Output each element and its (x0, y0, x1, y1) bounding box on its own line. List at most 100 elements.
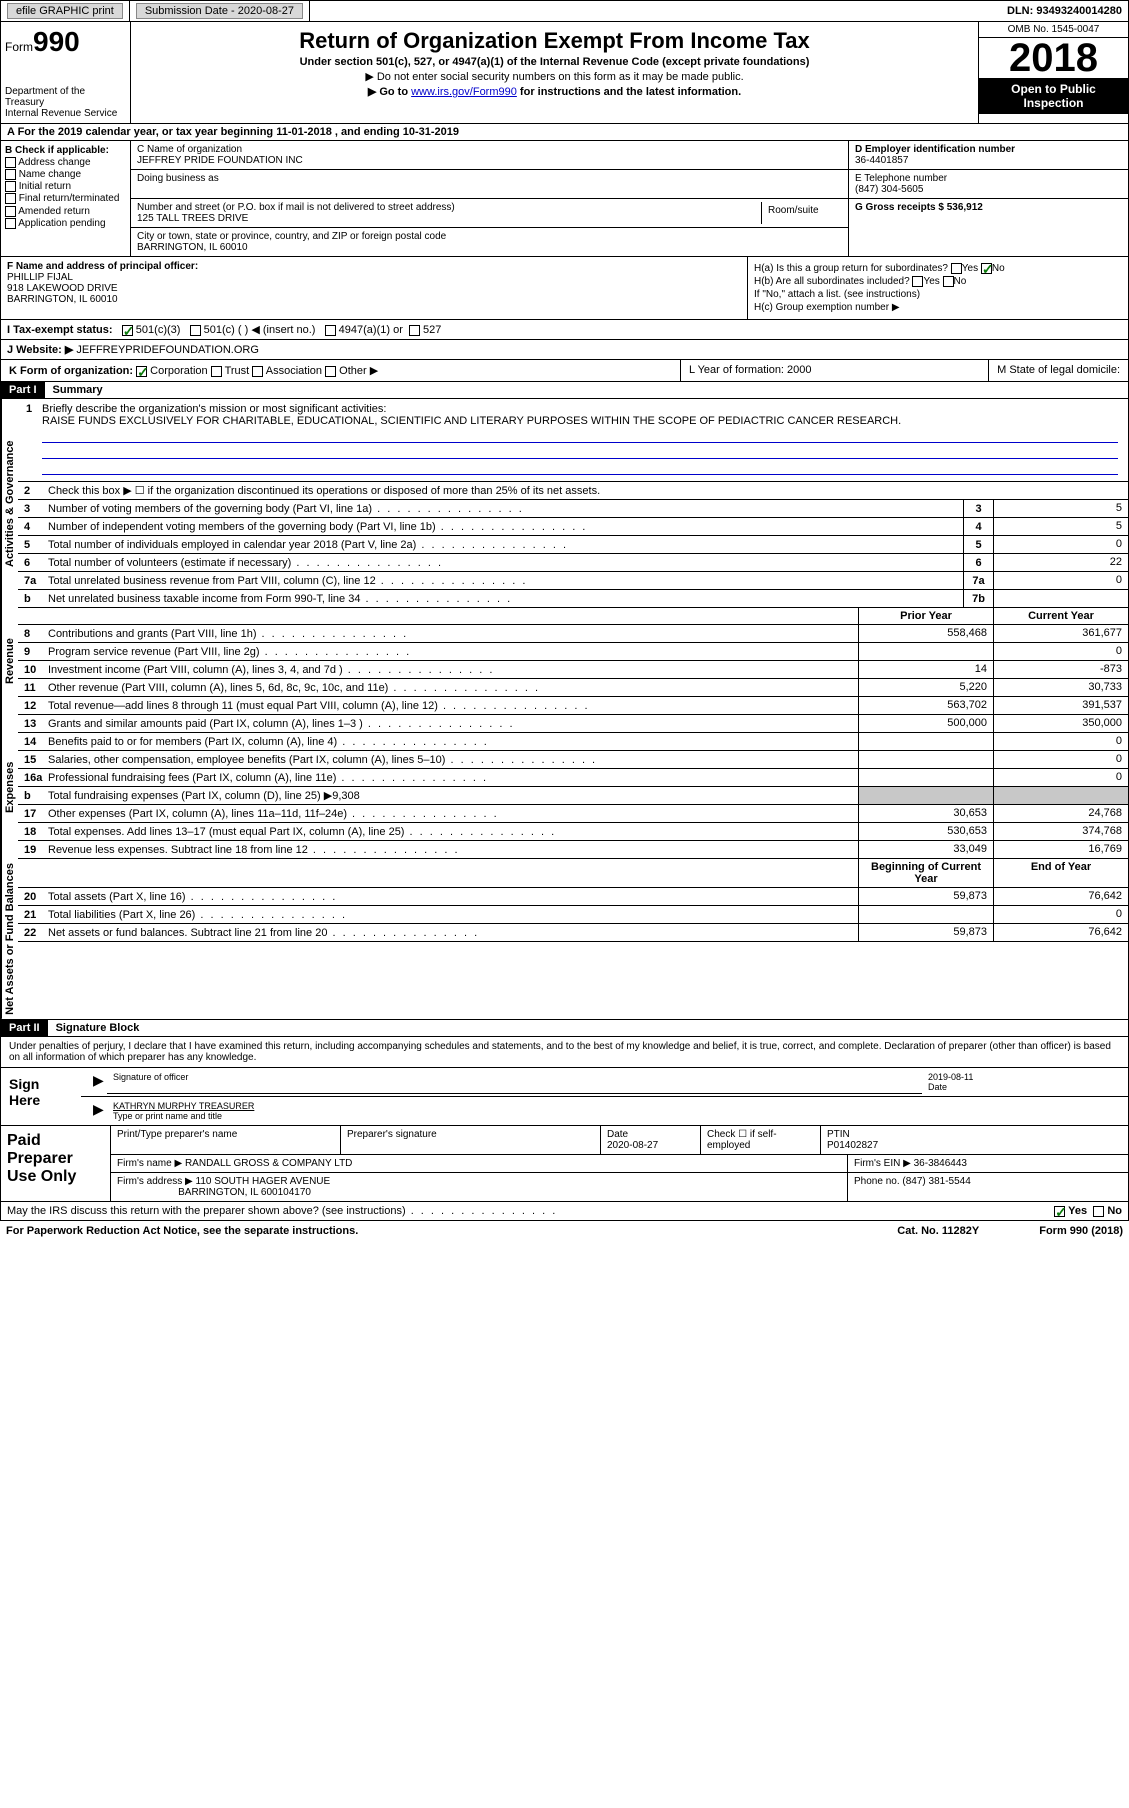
m-box: M State of legal domicile: (989, 360, 1128, 381)
submission-date: Submission Date - 2020-08-27 (130, 1, 310, 21)
data-row: 9Program service revenue (Part VIII, lin… (18, 643, 1128, 661)
gov-row: 4Number of independent voting members of… (18, 518, 1128, 536)
chk-address[interactable]: Address change (5, 157, 126, 168)
sig-date-val: 2019-08-11 (928, 1072, 973, 1082)
prep-side-label: Paid Preparer Use Only (1, 1126, 111, 1201)
data-row: 10Investment income (Part VIII, column (… (18, 661, 1128, 679)
addr-val: 125 TALL TREES DRIVE (137, 213, 248, 224)
l-box: L Year of formation: 2000 (681, 360, 989, 381)
side-net: Net Assets or Fund Balances (1, 859, 18, 1019)
chk-corp[interactable] (136, 366, 147, 377)
sig-name-val: KATHRYN MURPHY TREASURER (113, 1101, 254, 1111)
box-c: C Name of organization JEFFREY PRIDE FOU… (131, 141, 848, 256)
prep-date-cell: Date2020-08-27 (601, 1126, 701, 1154)
chk-name[interactable]: Name change (5, 169, 126, 180)
section-governance: Activities & Governance 1 Briefly descri… (0, 399, 1129, 608)
arrow-icon: ▶ (87, 1099, 107, 1123)
exp-content: 13Grants and similar amounts paid (Part … (18, 715, 1128, 859)
data-row: 22Net assets or fund balances. Subtract … (18, 924, 1128, 942)
header-right: OMB No. 1545-0047 2018 Open to Public In… (978, 22, 1128, 123)
chk-initial[interactable]: Initial return (5, 181, 126, 192)
prep-row2: Firm's name ▶ RANDALL GROSS & COMPANY LT… (111, 1155, 1128, 1173)
part1-bar: Part I Summary (0, 382, 1129, 399)
top-bar: efile GRAPHIC print Submission Date - 20… (0, 0, 1129, 22)
section-net: Net Assets or Fund Balances Beginning of… (0, 859, 1129, 1020)
prep-row1: Print/Type preparer's name Preparer's si… (111, 1126, 1128, 1155)
city-label: City or town, state or province, country… (137, 231, 842, 242)
chk-amended[interactable]: Amended return (5, 206, 126, 217)
net-header: Beginning of Current Year End of Year (18, 859, 1128, 888)
part1-title: Summary (45, 384, 103, 396)
efile-btn[interactable]: efile GRAPHIC print (7, 3, 123, 19)
sig-date-label: Date (928, 1082, 947, 1092)
city-val: BARRINGTON, IL 60010 (137, 242, 248, 253)
sig-name-line: ▶ KATHRYN MURPHY TREASURERType or print … (81, 1097, 1128, 1125)
data-row: 12Total revenue—add lines 8 through 11 (… (18, 697, 1128, 715)
col-prior: Prior Year (858, 608, 993, 624)
chk-final[interactable]: Final return/terminated (5, 193, 126, 204)
chk-assoc[interactable] (252, 366, 263, 377)
pra-label: For Paperwork Reduction Act Notice, see … (6, 1225, 358, 1237)
fh-row: F Name and address of principal officer:… (0, 257, 1129, 320)
ptin-cell: PTINP01402827 (821, 1126, 1128, 1154)
footer-final: For Paperwork Reduction Act Notice, see … (0, 1221, 1129, 1241)
line-i: I Tax-exempt status: 501(c)(3) 501(c) ( … (0, 320, 1129, 340)
data-row: 20Total assets (Part X, line 16)59,87376… (18, 888, 1128, 906)
form-number: Form990 (5, 26, 126, 58)
gross-label: G Gross receipts $ 536,912 (855, 202, 983, 213)
discuss-no[interactable]: No (1093, 1205, 1122, 1217)
dln: DLN: 93493240014280 (1001, 3, 1128, 19)
chk-501c3[interactable] (122, 325, 133, 336)
org-name-cell: C Name of organization JEFFREY PRIDE FOU… (131, 141, 848, 170)
org-name-label: C Name of organization (137, 144, 842, 155)
data-row: 8Contributions and grants (Part VIII, li… (18, 625, 1128, 643)
addr-row: Number and street (or P.O. box if mail i… (131, 199, 848, 228)
discuss-row: May the IRS discuss this return with the… (0, 1202, 1129, 1221)
rev-header: Prior Year Current Year (18, 608, 1128, 625)
officer-name: PHILLIP FIJAL (7, 272, 73, 283)
gov-row: 5Total number of individuals employed in… (18, 536, 1128, 554)
data-row: 15Salaries, other compensation, employee… (18, 751, 1128, 769)
ein-label: D Employer identification number (855, 144, 1015, 155)
k-label: K Form of organization: (9, 365, 133, 377)
prep-row3: Firm's address ▶ 110 SOUTH HAGER AVENUE … (111, 1173, 1128, 1201)
col-bcy: Beginning of Current Year (858, 859, 993, 887)
chk-pending[interactable]: Application pending (5, 218, 126, 229)
gov-row: 7aTotal unrelated business revenue from … (18, 572, 1128, 590)
side-revenue: Revenue (1, 608, 18, 715)
city-cell: City or town, state or province, country… (131, 228, 848, 256)
preparer-block: Paid Preparer Use Only Print/Type prepar… (1, 1125, 1128, 1201)
firm-phone-cell: Phone no. (847) 381-5544 (848, 1173, 1128, 1201)
form-subtitle: Under section 501(c), 527, or 4947(a)(1)… (141, 56, 968, 68)
tax-year: 2018 (979, 38, 1128, 78)
data-row: 13Grants and similar amounts paid (Part … (18, 715, 1128, 733)
note-link: ▶ Go to www.irs.gov/Form990 for instruct… (141, 85, 968, 98)
data-row: 18Total expenses. Add lines 13–17 (must … (18, 823, 1128, 841)
chk-4947[interactable] (325, 325, 336, 336)
website-val: JEFFREYPRIDEFOUNDATION.ORG (76, 344, 259, 356)
arrow-icon: ▶ (87, 1070, 107, 1094)
room-cell: Room/suite (762, 202, 842, 224)
chk-527[interactable] (409, 325, 420, 336)
note2-pre: ▶ Go to (368, 86, 411, 98)
i-label: I Tax-exempt status: (7, 324, 113, 336)
efile-label: efile GRAPHIC print (1, 1, 130, 21)
discuss-yes[interactable]: Yes (1054, 1205, 1087, 1217)
room-label: Room/suite (768, 205, 819, 216)
chk-501c[interactable] (190, 325, 201, 336)
note-ssn: ▶ Do not enter social security numbers o… (141, 70, 968, 83)
gov-row: 3Number of voting members of the governi… (18, 500, 1128, 518)
sign-here-label: Sign Here (1, 1068, 81, 1125)
chk-other[interactable] (325, 366, 336, 377)
irs-link[interactable]: www.irs.gov/Form990 (411, 86, 517, 98)
mission-text: RAISE FUNDS EXCLUSIVELY FOR CHARITABLE, … (42, 415, 901, 427)
header-mid: Return of Organization Exempt From Incom… (131, 22, 978, 123)
discuss-label: May the IRS discuss this return with the… (7, 1205, 557, 1217)
col-current: Current Year (993, 608, 1128, 624)
mission-label: Briefly describe the organization's miss… (42, 403, 386, 415)
line-a: A For the 2019 calendar year, or tax yea… (0, 124, 1129, 141)
box-b-header: B Check if applicable: (5, 145, 109, 156)
chk-trust[interactable] (211, 366, 222, 377)
dba-label: Doing business as (137, 173, 842, 184)
f-label: F Name and address of principal officer: (7, 261, 198, 272)
